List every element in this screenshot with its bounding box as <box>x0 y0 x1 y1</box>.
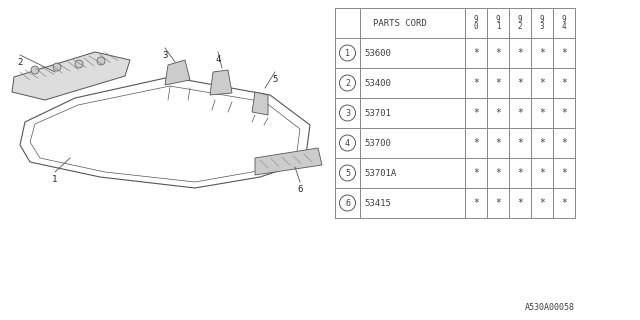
Circle shape <box>75 60 83 68</box>
Polygon shape <box>255 148 322 175</box>
Text: 5: 5 <box>272 75 278 84</box>
Text: 53600: 53600 <box>364 49 391 58</box>
Text: *: * <box>473 138 479 148</box>
Text: *: * <box>561 48 567 58</box>
Text: *: * <box>539 198 545 208</box>
Text: *: * <box>495 198 501 208</box>
Circle shape <box>31 66 39 74</box>
Polygon shape <box>165 60 190 85</box>
Text: 1: 1 <box>52 175 58 184</box>
Circle shape <box>97 57 105 65</box>
Text: 1: 1 <box>345 49 350 58</box>
Text: *: * <box>473 48 479 58</box>
Polygon shape <box>252 92 268 115</box>
Text: *: * <box>517 78 523 88</box>
Text: *: * <box>539 138 545 148</box>
Text: 6: 6 <box>298 185 303 194</box>
Text: *: * <box>517 198 523 208</box>
Text: *: * <box>495 48 501 58</box>
Text: 4: 4 <box>345 139 350 148</box>
Text: 4: 4 <box>215 55 221 64</box>
Text: 3: 3 <box>345 108 350 117</box>
Text: *: * <box>561 168 567 178</box>
Text: 6: 6 <box>345 198 350 207</box>
Text: *: * <box>495 138 501 148</box>
Text: *: * <box>473 198 479 208</box>
Text: 9
2: 9 2 <box>518 14 522 31</box>
Text: 3: 3 <box>163 51 168 60</box>
Text: 5: 5 <box>345 169 350 178</box>
Text: 9
4: 9 4 <box>562 14 566 31</box>
Text: 9
3: 9 3 <box>540 14 544 31</box>
Text: *: * <box>517 138 523 148</box>
Text: *: * <box>473 78 479 88</box>
Text: 53701A: 53701A <box>364 169 396 178</box>
Polygon shape <box>210 70 232 95</box>
Text: *: * <box>561 78 567 88</box>
Text: *: * <box>539 78 545 88</box>
Text: 2: 2 <box>17 58 22 67</box>
Circle shape <box>53 63 61 71</box>
Text: *: * <box>561 198 567 208</box>
Text: *: * <box>495 108 501 118</box>
Text: 53701: 53701 <box>364 108 391 117</box>
Text: 53700: 53700 <box>364 139 391 148</box>
Text: A530A00058: A530A00058 <box>525 303 575 312</box>
Text: *: * <box>473 168 479 178</box>
Polygon shape <box>12 52 130 100</box>
Text: PARTS CORD: PARTS CORD <box>373 19 427 28</box>
Text: *: * <box>495 78 501 88</box>
Text: 2: 2 <box>345 78 350 87</box>
Text: *: * <box>539 48 545 58</box>
Text: *: * <box>517 108 523 118</box>
Text: *: * <box>539 168 545 178</box>
Text: *: * <box>539 108 545 118</box>
Text: *: * <box>517 168 523 178</box>
Text: *: * <box>473 108 479 118</box>
Text: *: * <box>495 168 501 178</box>
Text: *: * <box>561 108 567 118</box>
Text: 53415: 53415 <box>364 198 391 207</box>
Text: *: * <box>517 48 523 58</box>
Text: *: * <box>561 138 567 148</box>
Text: 9
0: 9 0 <box>474 14 478 31</box>
Text: 53400: 53400 <box>364 78 391 87</box>
Text: 9
1: 9 1 <box>496 14 500 31</box>
